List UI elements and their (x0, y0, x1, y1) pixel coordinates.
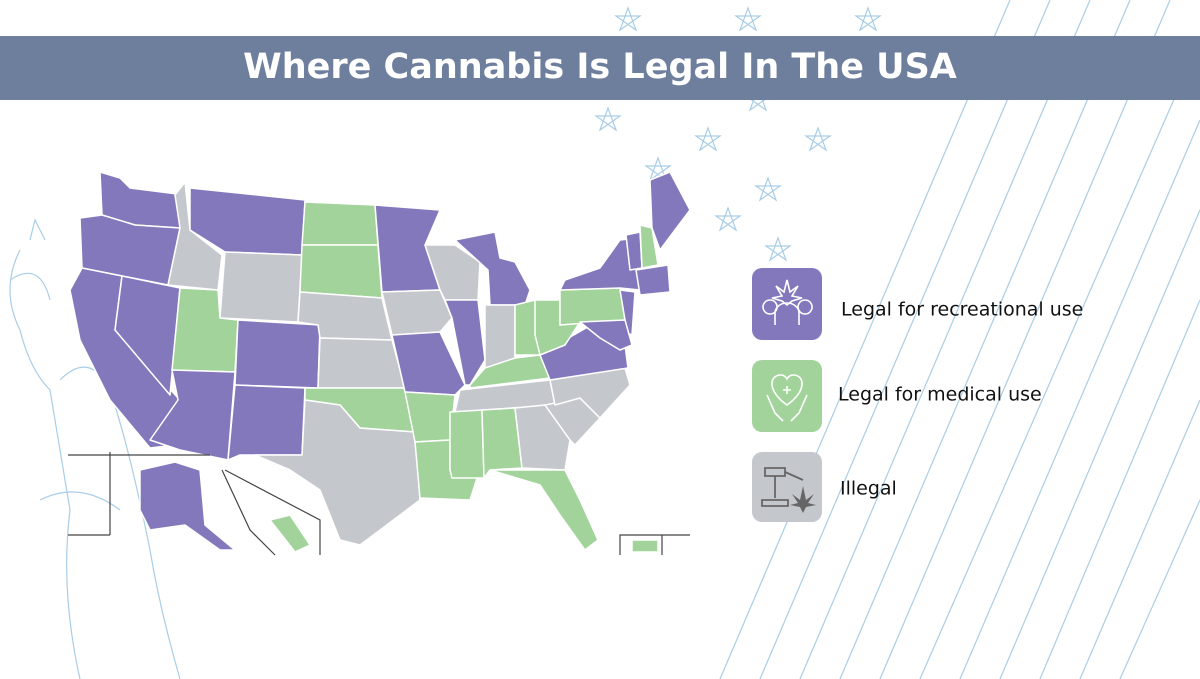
missouri (391, 331, 466, 396)
maine (649, 171, 691, 251)
hawaii (269, 514, 311, 553)
kansas (317, 337, 406, 389)
legend-swatch (752, 452, 822, 522)
title: Where Cannabis Is Legal In The USA (243, 47, 957, 87)
colorado (234, 319, 321, 389)
north-dakota (301, 201, 379, 246)
iowa (381, 289, 453, 336)
medical-icon (766, 374, 808, 422)
background-decoration (9, 0, 1200, 679)
puerto-rico (631, 539, 659, 553)
illegal-icon (761, 467, 804, 507)
title-bar (0, 36, 1200, 100)
texas (254, 399, 421, 546)
recreational-icon (762, 279, 813, 325)
us-map (68, 171, 691, 556)
legend-label: Illegal (840, 478, 897, 500)
southern-new-england (635, 264, 671, 296)
inset-frame (68, 452, 690, 556)
south-dakota (299, 244, 383, 299)
new-hampshire (639, 224, 659, 269)
legend: Legal for recreational use Legal for med… (752, 268, 1083, 522)
legend-swatch (752, 360, 822, 432)
alabama (481, 407, 523, 479)
wyoming (219, 251, 303, 323)
alaska (139, 461, 236, 551)
mississippi (449, 409, 485, 479)
michigan (454, 231, 531, 306)
pennsylvania (559, 287, 626, 326)
arizona (149, 369, 236, 461)
maryland-delaware (579, 319, 633, 351)
legend-label: Legal for recreational use (841, 299, 1083, 321)
indiana (484, 304, 516, 369)
new-mexico (227, 384, 306, 461)
legend-label: Legal for medical use (838, 384, 1042, 406)
nevada (114, 275, 181, 396)
florida (489, 469, 599, 551)
leaf-icon (790, 486, 816, 513)
